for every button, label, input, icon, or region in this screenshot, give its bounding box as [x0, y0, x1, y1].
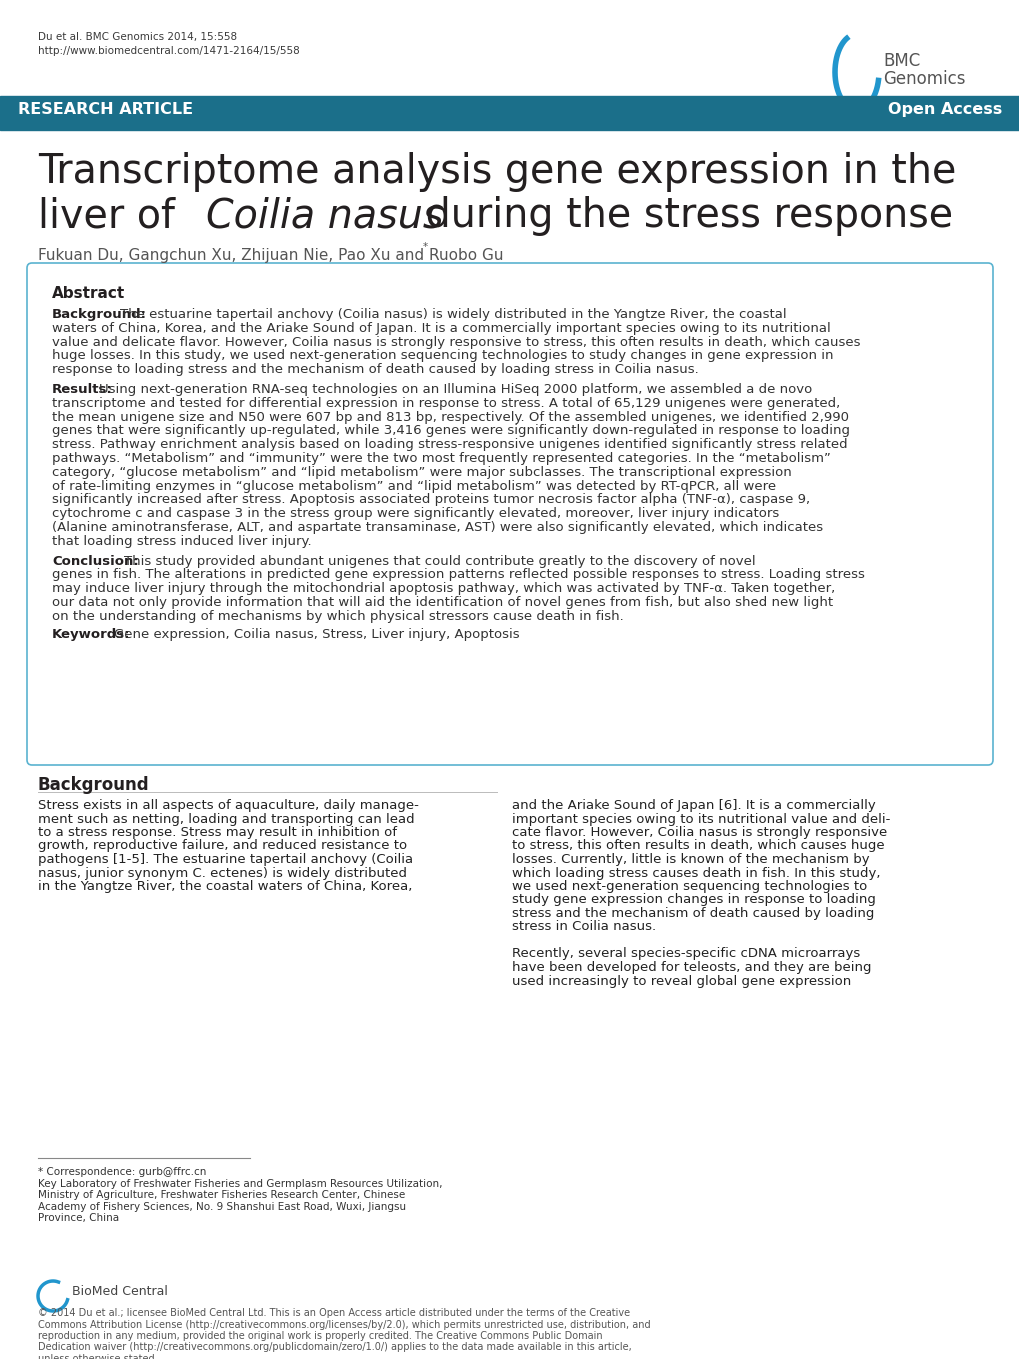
- Text: cate flavor. However, Coilia nasus is strongly responsive: cate flavor. However, Coilia nasus is st…: [512, 826, 887, 839]
- Text: © 2014 Du et al.; licensee BioMed Central Ltd. This is an Open Access article di: © 2014 Du et al.; licensee BioMed Centra…: [38, 1307, 630, 1318]
- Text: Province, China: Province, China: [38, 1214, 119, 1223]
- Text: Gene expression, Coilia nasus, Stress, Liver injury, Apoptosis: Gene expression, Coilia nasus, Stress, L…: [114, 628, 519, 640]
- Text: Keywords:: Keywords:: [52, 628, 130, 640]
- Text: Du et al. BMC Genomics 2014, 15:558: Du et al. BMC Genomics 2014, 15:558: [38, 33, 236, 42]
- Text: liver of: liver of: [38, 196, 187, 236]
- Text: Genomics: Genomics: [882, 71, 965, 88]
- Text: during the stress response: during the stress response: [413, 196, 952, 236]
- Text: reproduction in any medium, provided the original work is properly credited. The: reproduction in any medium, provided the…: [38, 1330, 602, 1341]
- Text: our data not only provide information that will aid the identification of novel : our data not only provide information th…: [52, 597, 833, 609]
- FancyBboxPatch shape: [26, 264, 993, 765]
- Text: which loading stress causes death in fish. In this study,: which loading stress causes death in fis…: [512, 867, 879, 879]
- Text: BioMed Central: BioMed Central: [72, 1286, 168, 1298]
- Text: Recently, several species-specific cDNA microarrays: Recently, several species-specific cDNA …: [512, 947, 859, 961]
- Text: Abstract: Abstract: [52, 285, 125, 300]
- Text: genes in fish. The alterations in predicted gene expression patterns reflected p: genes in fish. The alterations in predic…: [52, 568, 864, 582]
- Text: http://www.biomedcentral.com/1471-2164/15/558: http://www.biomedcentral.com/1471-2164/1…: [38, 46, 300, 56]
- Text: may induce liver injury through the mitochondrial apoptosis pathway, which was a: may induce liver injury through the mito…: [52, 582, 835, 595]
- Text: Key Laboratory of Freshwater Fisheries and Germplasm Resources Utilization,: Key Laboratory of Freshwater Fisheries a…: [38, 1180, 442, 1189]
- Text: and the Ariake Sound of Japan [6]. It is a commercially: and the Ariake Sound of Japan [6]. It is…: [512, 799, 875, 811]
- Text: Background:: Background:: [52, 308, 147, 321]
- Text: transcriptome and tested for differential expression in response to stress. A to: transcriptome and tested for differentia…: [52, 397, 840, 410]
- Text: category, “glucose metabolism” and “lipid metabolism” were major subclasses. The: category, “glucose metabolism” and “lipi…: [52, 466, 791, 478]
- Text: pathogens [1-5]. The estuarine tapertail anchovy (Coilia: pathogens [1-5]. The estuarine tapertail…: [38, 853, 413, 866]
- Text: Conclusion:: Conclusion:: [52, 554, 139, 568]
- Text: Ministry of Agriculture, Freshwater Fisheries Research Center, Chinese: Ministry of Agriculture, Freshwater Fish…: [38, 1190, 405, 1200]
- Text: BMC: BMC: [882, 52, 919, 71]
- Text: have been developed for teleosts, and they are being: have been developed for teleosts, and th…: [512, 961, 870, 974]
- Text: Commons Attribution License (http://creativecommons.org/licenses/by/2.0), which : Commons Attribution License (http://crea…: [38, 1320, 650, 1329]
- Text: Stress exists in all aspects of aquaculture, daily manage-: Stress exists in all aspects of aquacult…: [38, 799, 419, 811]
- Text: pathways. “Metabolism” and “immunity” were the two most frequently represented c: pathways. “Metabolism” and “immunity” we…: [52, 453, 830, 465]
- Text: significantly increased after stress. Apoptosis associated proteins tumor necros: significantly increased after stress. Ap…: [52, 493, 809, 507]
- Text: *: *: [423, 242, 428, 251]
- Text: to a stress response. Stress may result in inhibition of: to a stress response. Stress may result …: [38, 826, 396, 839]
- Text: stress. Pathway enrichment analysis based on loading stress-responsive unigenes : stress. Pathway enrichment analysis base…: [52, 438, 847, 451]
- Text: the mean unigene size and N50 were 607 bp and 813 bp, respectively. Of the assem: the mean unigene size and N50 were 607 b…: [52, 410, 848, 424]
- Text: Coilia nasus: Coilia nasus: [206, 196, 443, 235]
- Text: Using next-generation RNA-seq technologies on an Illumina HiSeq 2000 platform, w: Using next-generation RNA-seq technologi…: [99, 383, 811, 395]
- Text: RESEARCH ARTICLE: RESEARCH ARTICLE: [18, 102, 193, 117]
- Text: value and delicate flavor. However, Coilia nasus is strongly responsive to stres: value and delicate flavor. However, Coil…: [52, 336, 860, 349]
- Text: The estuarine tapertail anchovy (Coilia nasus) is widely distributed in the Yang: The estuarine tapertail anchovy (Coilia …: [120, 308, 786, 321]
- Text: Results:: Results:: [52, 383, 113, 395]
- Text: waters of China, Korea, and the Ariake Sound of Japan. It is a commercially impo: waters of China, Korea, and the Ariake S…: [52, 322, 829, 334]
- Text: used increasingly to reveal global gene expression: used increasingly to reveal global gene …: [512, 974, 851, 988]
- Text: response to loading stress and the mechanism of death caused by loading stress i: response to loading stress and the mecha…: [52, 363, 698, 376]
- Text: (Alanine aminotransferase, ALT, and aspartate transaminase, AST) were also signi: (Alanine aminotransferase, ALT, and aspa…: [52, 520, 822, 534]
- Text: Fukuan Du, Gangchun Xu, Zhijuan Nie, Pao Xu and Ruobo Gu: Fukuan Du, Gangchun Xu, Zhijuan Nie, Pao…: [38, 247, 503, 264]
- Text: stress and the mechanism of death caused by loading: stress and the mechanism of death caused…: [512, 906, 873, 920]
- Text: on the understanding of mechanisms by which physical stressors cause death in fi: on the understanding of mechanisms by wh…: [52, 610, 624, 622]
- Text: to stress, this often results in death, which causes huge: to stress, this often results in death, …: [512, 840, 883, 852]
- Text: unless otherwise stated.: unless otherwise stated.: [38, 1354, 158, 1359]
- Text: * Correspondence: gurb@ffrc.cn: * Correspondence: gurb@ffrc.cn: [38, 1167, 206, 1177]
- Text: growth, reproductive failure, and reduced resistance to: growth, reproductive failure, and reduce…: [38, 840, 407, 852]
- Text: stress in Coilia nasus.: stress in Coilia nasus.: [512, 920, 655, 934]
- Text: of rate-limiting enzymes in “glucose metabolism” and “lipid metabolism” was dete: of rate-limiting enzymes in “glucose met…: [52, 480, 775, 492]
- Text: in the Yangtze River, the coastal waters of China, Korea,: in the Yangtze River, the coastal waters…: [38, 881, 412, 893]
- Text: genes that were significantly up-regulated, while 3,416 genes were significantly: genes that were significantly up-regulat…: [52, 424, 849, 438]
- Text: Background: Background: [38, 776, 150, 794]
- Text: nasus, junior synonym C. ectenes) is widely distributed: nasus, junior synonym C. ectenes) is wid…: [38, 867, 407, 879]
- Text: Academy of Fishery Sciences, No. 9 Shanshui East Road, Wuxi, Jiangsu: Academy of Fishery Sciences, No. 9 Shans…: [38, 1201, 406, 1212]
- Text: important species owing to its nutritional value and deli-: important species owing to its nutrition…: [512, 813, 890, 825]
- Bar: [0, 96, 1019, 130]
- Text: that loading stress induced liver injury.: that loading stress induced liver injury…: [52, 535, 312, 548]
- Text: we used next-generation sequencing technologies to: we used next-generation sequencing techn…: [512, 881, 866, 893]
- Text: cytochrome c and caspase 3 in the stress group were significantly elevated, more: cytochrome c and caspase 3 in the stress…: [52, 507, 779, 520]
- Text: study gene expression changes in response to loading: study gene expression changes in respons…: [512, 893, 875, 906]
- Text: This study provided abundant unigenes that could contribute greatly to the disco: This study provided abundant unigenes th…: [124, 554, 755, 568]
- Text: Transcriptome analysis gene expression in the: Transcriptome analysis gene expression i…: [38, 152, 956, 192]
- Text: ment such as netting, loading and transporting can lead: ment such as netting, loading and transp…: [38, 813, 414, 825]
- Text: huge losses. In this study, we used next-generation sequencing technologies to s: huge losses. In this study, we used next…: [52, 349, 833, 363]
- Text: losses. Currently, little is known of the mechanism by: losses. Currently, little is known of th…: [512, 853, 869, 866]
- Text: Dedication waiver (http://creativecommons.org/publicdomain/zero/1.0/) applies to: Dedication waiver (http://creativecommon…: [38, 1343, 631, 1352]
- Text: Open Access: Open Access: [887, 102, 1001, 117]
